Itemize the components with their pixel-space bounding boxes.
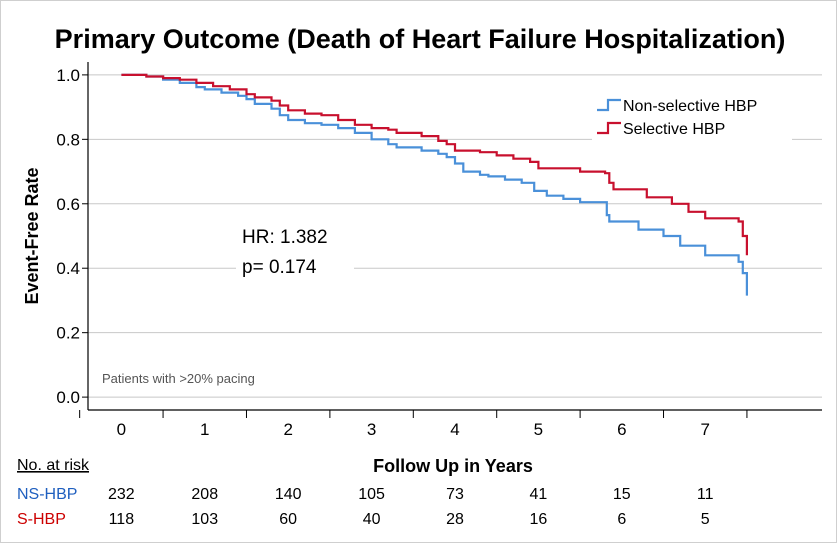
risk-count: 41 (530, 486, 548, 503)
chart-title: Primary Outcome (Death of Heart Failure … (55, 24, 786, 54)
risk-count: 73 (446, 486, 464, 503)
risk-count: 11 (697, 486, 714, 503)
plot-area: 0.0 0.2 0.4 0.6 0.8 1.0 0 1 2 3 4 5 6 7 (56, 62, 822, 439)
risk-row-label: NS-HBP (17, 486, 77, 503)
y-axis-label: Event-Free Rate (22, 167, 42, 304)
x-ticks: 0 1 2 3 4 5 6 7 (79, 410, 748, 439)
risk-count: 60 (279, 511, 297, 528)
y-tick-label: 0.6 (56, 195, 80, 214)
x-tick-label: 2 (283, 420, 292, 439)
x-tick-label: 0 (117, 420, 126, 439)
risk-count: 28 (446, 511, 464, 528)
risk-count: 232 (108, 486, 135, 503)
hr-annotation: HR: 1.382 p= 0.174 (236, 220, 354, 282)
x-tick-label: 7 (700, 420, 709, 439)
risk-count: 40 (363, 511, 381, 528)
x-tick-label: 3 (367, 420, 376, 439)
x-tick-label: 4 (450, 420, 459, 439)
x-tick-label: 6 (617, 420, 626, 439)
hazard-ratio-text: HR: 1.382 (242, 227, 328, 248)
risk-table-rows: NS-HBP 232 208 140 105 73 41 15 11 S-HBP 118 103 60 4… (17, 486, 714, 528)
risk-count: 5 (701, 511, 710, 528)
x-axis-label: Follow Up in Years (373, 456, 533, 476)
x-tick-label: 1 (200, 420, 209, 439)
x-tick-label: 5 (534, 420, 543, 439)
legend-label-non-selective: Non-selective HBP (623, 98, 757, 115)
annotation-box (236, 220, 354, 282)
legend-label-selective: Selective HBP (623, 121, 725, 138)
risk-count: 15 (613, 486, 631, 503)
legend: Non-selective HBP Selective HBP (592, 90, 792, 142)
curve-non-selective-hbp (121, 73, 748, 296)
risk-count: 208 (191, 486, 218, 503)
curve-selective-hbp (121, 73, 748, 256)
y-tick-label: 0.2 (56, 324, 80, 343)
y-tick-label: 0.4 (56, 259, 80, 278)
p-value-text: p= 0.174 (242, 257, 317, 278)
y-tick-label: 0.0 (56, 388, 80, 407)
survival-curves (121, 73, 748, 296)
legend-swatch-selective (597, 121, 621, 135)
y-tick-label: 0.8 (56, 130, 80, 149)
y-tick-label: 1.0 (56, 66, 80, 85)
risk-count: 105 (358, 486, 385, 503)
legend-box (592, 90, 792, 142)
risk-table: No. at risk NS-HBP 232 208 140 105 73 41 15 11 S-… (17, 457, 714, 528)
y-ticks: 0.0 0.2 0.4 0.6 0.8 1.0 (56, 66, 88, 407)
risk-count: 118 (109, 511, 135, 528)
risk-count: 6 (617, 511, 626, 528)
risk-count: 140 (275, 486, 302, 503)
risk-count: 16 (530, 511, 548, 528)
risk-row-label: S-HBP (17, 511, 66, 528)
legend-swatch-non-selective (597, 98, 621, 112)
pacing-note: Patients with >20% pacing (102, 371, 255, 386)
risk-table-header: No. at risk (17, 457, 90, 474)
risk-count: 103 (191, 511, 218, 528)
